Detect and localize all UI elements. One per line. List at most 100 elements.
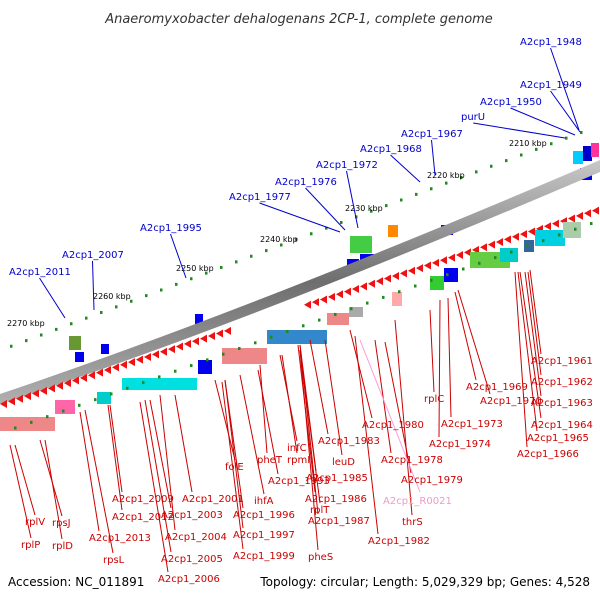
reverse-arrow: [456, 251, 463, 260]
reverse-arrow: [80, 373, 87, 382]
leader-line: [109, 404, 123, 493]
reverse-gene-block: [198, 360, 212, 374]
reverse-gene-label: A2cp1_1961: [531, 356, 593, 367]
reverse-arrow: [352, 285, 359, 294]
reverse-gene-label: A2cp1_1966: [517, 449, 579, 460]
track-dot: [110, 392, 113, 396]
track-dot: [40, 333, 43, 337]
track-dot: [565, 136, 568, 140]
leader-line: [92, 260, 95, 311]
track-dot: [475, 170, 478, 174]
reverse-arrow: [88, 371, 95, 380]
reverse-gene-label: A2cp1_1973: [441, 419, 503, 430]
leader-line: [447, 297, 452, 418]
reverse-gene-label: A2cp1_1985: [306, 473, 368, 484]
reverse-arrow: [208, 332, 215, 341]
leader-line: [438, 299, 441, 438]
track-dot: [14, 426, 17, 430]
leader-line: [374, 339, 392, 454]
kbp-label: 2250 kbp: [176, 264, 214, 273]
leader-line: [170, 233, 187, 279]
track-dot: [222, 352, 225, 356]
reverse-label-leaders: [9, 269, 542, 573]
leader-line: [305, 187, 346, 231]
reverse-features: [0, 206, 599, 431]
reverse-arrow: [312, 298, 319, 307]
reverse-gene-label: A2cp1_1999: [233, 551, 295, 562]
track-dot: [100, 311, 103, 314]
track-dot: [235, 260, 238, 264]
reverse-gene-label: A2cp1_2009: [112, 494, 174, 505]
track-dot: [445, 181, 448, 185]
track-dot: [550, 142, 553, 146]
reverse-arrow: [568, 214, 575, 223]
reverse-arrow: [8, 397, 15, 406]
leader-line: [144, 399, 172, 553]
forward-gene-label: A2cp1_2011: [9, 267, 71, 278]
reverse-gene-label: thrS: [402, 517, 423, 528]
reverse-gene-label: leuD: [332, 457, 355, 468]
leader-line: [107, 404, 123, 511]
forward-feature: [195, 314, 203, 324]
reverse-gene-label: ihfA: [254, 496, 274, 507]
track-dot: [265, 249, 268, 253]
track-dot: [55, 327, 58, 331]
track-dot: [175, 282, 178, 286]
reverse-arrow: [432, 258, 439, 267]
leader-line: [281, 354, 298, 454]
leader-line: [39, 439, 63, 517]
track-dot: [70, 322, 73, 326]
track-dot: [478, 261, 481, 265]
track-dot: [238, 347, 241, 351]
reverse-arrow: [400, 269, 407, 278]
track-dot: [414, 284, 417, 288]
leader-line: [550, 47, 580, 131]
track-dot: [430, 187, 433, 191]
reverse-gene-block: [535, 230, 565, 246]
track-dot: [142, 381, 145, 385]
reverse-arrow: [520, 230, 527, 239]
track-dot: [280, 243, 283, 247]
reverse-arrow: [168, 345, 175, 354]
reverse-arrow: [584, 209, 591, 218]
reverse-gene-label: A2cp1_1979: [401, 475, 463, 486]
kbp-label: 2220 kbp: [427, 171, 465, 180]
reverse-gene-label: A2cp1_2004: [165, 532, 227, 543]
reverse-arrow: [64, 379, 71, 388]
leader-line: [9, 444, 32, 539]
forward-feature: [591, 143, 599, 157]
track-dot: [385, 204, 388, 208]
leader-line: [159, 394, 176, 531]
leader-line: [79, 411, 100, 532]
reverse-gene-label: A2cp1_1963: [531, 398, 593, 409]
reverse-arrow: [392, 271, 399, 280]
track-dot: [415, 192, 418, 196]
track-dot: [520, 153, 523, 157]
track-dot: [270, 335, 273, 339]
reverse-arrow: [336, 290, 343, 299]
reverse-gene-label: A2cp1_1997: [233, 530, 295, 541]
reverse-gene-label: A2cp1_1986: [305, 494, 367, 505]
reverse-gene-label: A2cp1_1987: [308, 516, 370, 527]
track-dot: [220, 266, 223, 269]
leader-line: [309, 339, 329, 435]
reverse-gene-label: A2cp1_2006: [158, 574, 220, 585]
reverse-gene-label: A2cp1_2012: [112, 512, 174, 523]
leader-line: [473, 122, 566, 139]
reverse-gene-label: rpsL: [103, 555, 125, 566]
track-dot: [10, 344, 13, 348]
track-dot: [160, 288, 163, 292]
track-dot: [462, 267, 465, 271]
forward-feature: [75, 352, 84, 362]
reverse-gene-label: A2cp1_1978: [381, 455, 443, 466]
reverse-gene-block: [444, 268, 458, 282]
track-dot: [250, 254, 253, 258]
forward-gene-label: A2cp1_1967: [401, 129, 463, 140]
leader-line: [390, 154, 421, 183]
track-dot: [398, 290, 401, 294]
reverse-arrow: [216, 329, 223, 338]
reverse-gene-label: A2cp1_1982: [368, 536, 430, 547]
reverse-gene-block: [327, 313, 349, 325]
kbp-label: 2270 kbp: [7, 319, 45, 328]
forward-gene-label: A2cp1_1948: [520, 37, 582, 48]
